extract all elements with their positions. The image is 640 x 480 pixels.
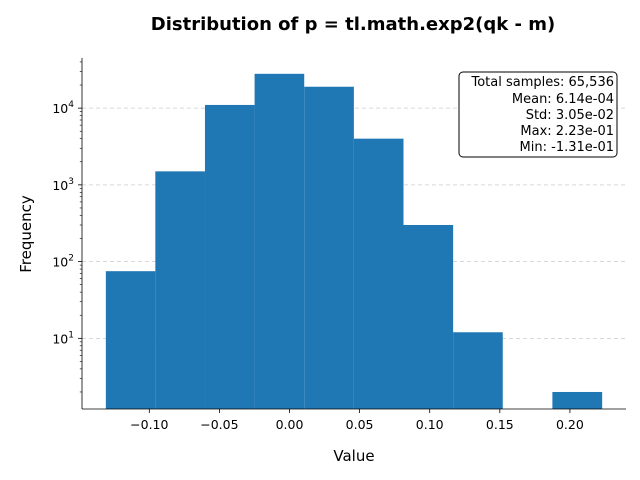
histogram-bar: [254, 73, 305, 409]
y-tick-label: 103: [52, 177, 74, 193]
x-axis-label: Value: [333, 447, 374, 465]
histogram-bar: [552, 391, 603, 409]
histogram-bar: [155, 171, 205, 409]
stats-max: Max: 2.23e-01: [520, 124, 614, 139]
y-axis-label: Frequency: [17, 195, 35, 273]
stats-mean: Mean: 6.14e-04: [512, 92, 614, 107]
y-tick-label: 101: [52, 330, 74, 346]
histogram-bar: [353, 138, 404, 409]
stats-total-samples: Total samples: 65,536: [470, 75, 614, 90]
x-ticks: −0.10 −0.05 0.00 0.05 0.10 0.15 0.20: [130, 409, 584, 432]
histogram-bars: [105, 73, 603, 410]
x-tick-label: 0.05: [346, 417, 374, 432]
histogram-bar: [403, 224, 454, 409]
y-ticks: 101 102 103 104: [52, 61, 82, 393]
x-tick-label: 0.10: [416, 417, 444, 432]
histogram-bar: [453, 332, 503, 409]
x-tick-label: −0.05: [200, 417, 238, 432]
x-tick-label: 0.20: [556, 417, 584, 432]
y-tick-label: 102: [52, 254, 74, 270]
histogram-bar: [204, 104, 255, 410]
x-tick-label: 0.00: [276, 417, 304, 432]
chart-title: Distribution of p = tl.math.exp2(qk - m): [151, 14, 555, 35]
stats-box: Total samples: 65,536 Mean: 6.14e-04 Std…: [458, 71, 618, 158]
histogram-bar: [304, 86, 354, 410]
stats-box-frame: [458, 71, 618, 158]
stats-std: Std: 3.05e-02: [526, 108, 614, 123]
x-tick-label: −0.10: [130, 417, 168, 432]
x-tick-label: 0.15: [486, 417, 514, 432]
stats-min: Min: -1.31e-01: [520, 140, 614, 155]
histogram-bar: [105, 271, 156, 409]
y-tick-label: 104: [52, 100, 74, 116]
